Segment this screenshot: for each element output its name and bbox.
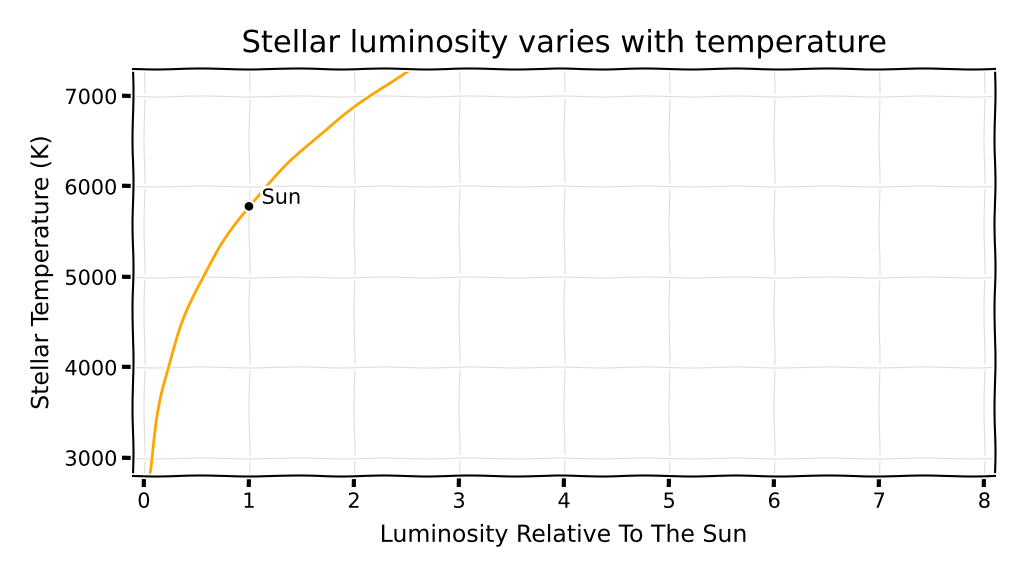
- X-axis label: Luminosity Relative To The Sun: Luminosity Relative To The Sun: [380, 523, 749, 547]
- Y-axis label: Stellar Temperature (K): Stellar Temperature (K): [29, 135, 53, 410]
- Title: Stellar luminosity varies with temperature: Stellar luminosity varies with temperatu…: [242, 29, 887, 58]
- Text: Sun: Sun: [261, 188, 301, 208]
